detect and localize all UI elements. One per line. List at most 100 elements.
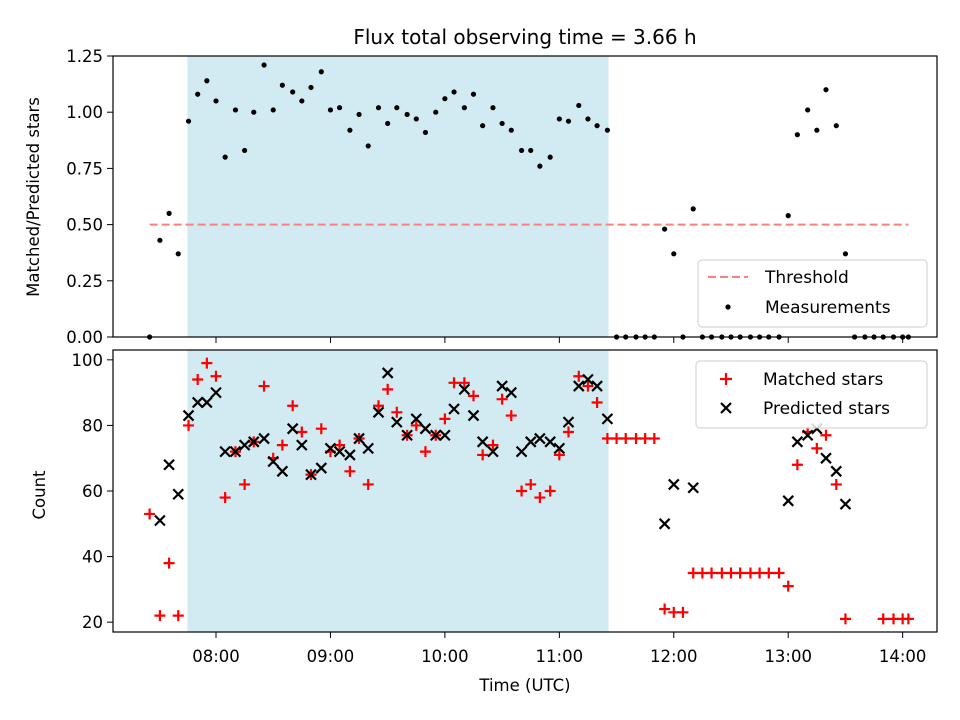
matched-star-point	[505, 410, 517, 422]
matched-star-point	[648, 433, 660, 445]
predicted-star-point	[247, 436, 260, 448]
x-tick-label: 11:00	[536, 647, 584, 666]
measurement-point	[537, 163, 543, 169]
measurement-point	[794, 132, 800, 138]
measurement-point	[404, 111, 410, 118]
matched-star-point	[811, 442, 823, 454]
bottom-y-tick-label: 20	[82, 613, 103, 632]
predicted-star-point	[801, 429, 814, 442]
matched-star-point	[573, 370, 585, 382]
measurement-point	[337, 105, 343, 111]
matched-star-point	[362, 478, 374, 490]
predicted-star-point	[582, 373, 594, 386]
predicted-star-point	[496, 380, 508, 392]
matched-star-point	[830, 478, 842, 490]
predicted-star-point	[191, 396, 204, 409]
matched-star-point	[144, 508, 156, 520]
matched-star-point	[296, 426, 308, 438]
predicted-star-point	[839, 498, 852, 510]
measurement-point	[490, 105, 496, 111]
matched-star-point	[458, 377, 470, 389]
bottom-y-tick-label: 40	[82, 548, 103, 567]
predicted-star-point	[276, 465, 289, 478]
matched-star-point	[734, 567, 746, 579]
measurement-point	[185, 118, 192, 124]
matched-star-point	[382, 383, 394, 395]
predicted-star-point	[219, 445, 231, 458]
top-panel: 0.00 0.25 0.50 0.75 1.00 1.25 Matched/Predict…	[24, 47, 938, 347]
measurement-point	[327, 107, 334, 113]
predicted-star-point	[344, 449, 356, 461]
top-legend: Threshold Measurements	[697, 259, 928, 328]
matched-star-point	[525, 478, 537, 490]
top-y-tick-label: 1.00	[66, 103, 103, 122]
predicted-star-point	[296, 439, 308, 451]
measurement-point	[518, 147, 525, 154]
matched-star-point	[419, 446, 431, 458]
measurement-point	[261, 62, 267, 68]
measurement-point	[222, 154, 228, 160]
predicted-star-point	[668, 478, 680, 491]
measurement-point	[279, 82, 285, 88]
measurement-point	[470, 91, 477, 97]
matched-star-point	[902, 613, 914, 625]
measurement-point	[166, 210, 172, 216]
bottom-panel: 20 40 60 80 100 08:00 09:00 10:00 11:00 12:00 13:…	[30, 349, 938, 695]
measurement-point	[213, 98, 219, 104]
predicted-star-point	[687, 481, 700, 494]
x-tick-label: 09:00	[307, 647, 355, 666]
matched-star-point	[706, 567, 718, 579]
predicted-star-point	[267, 455, 279, 468]
matched-star-point	[219, 492, 231, 504]
matched-star-point	[410, 419, 422, 431]
measurement-point	[547, 154, 553, 160]
matched-star-point	[496, 393, 508, 405]
bottom-y-axis-label: Count	[30, 470, 49, 520]
measurement-point	[814, 127, 820, 133]
matched-star-point	[163, 557, 175, 569]
legend-measurements-swatch	[725, 304, 731, 310]
matched-star-point	[468, 390, 479, 402]
predicted-star-point	[172, 488, 185, 501]
matched-star-point	[439, 413, 451, 425]
measurement-point	[461, 105, 467, 111]
bottom-y-tick-label: 60	[82, 482, 103, 501]
matched-star-point	[334, 439, 346, 451]
top-y-tick-label: 1.25	[66, 47, 103, 66]
matched-star-point	[201, 357, 213, 369]
bottom-y-tick-label: 100	[72, 351, 104, 370]
predicted-star-point	[286, 422, 299, 435]
measurement-point	[842, 251, 849, 257]
measurement-point	[442, 96, 448, 102]
matched-star-point	[534, 492, 546, 504]
predicted-star-point	[448, 403, 460, 415]
predicted-star-point	[820, 452, 832, 464]
top-shaded-interval	[187, 56, 609, 337]
predicted-star-point	[782, 495, 794, 507]
measurement-point	[365, 143, 371, 149]
measurement-point	[347, 127, 353, 133]
predicted-star-point	[419, 422, 432, 435]
predicted-star-point	[353, 432, 365, 445]
predicted-star-point	[372, 406, 385, 419]
matched-star-point	[192, 374, 204, 386]
predicted-star-point	[154, 514, 166, 527]
measurement-point	[576, 102, 582, 109]
predicted-star-point	[391, 416, 403, 428]
predicted-star-point	[505, 386, 518, 399]
matched-star-point	[562, 426, 574, 438]
measurement-point	[480, 123, 486, 129]
measurement-point	[823, 87, 829, 93]
measurement-point	[413, 116, 419, 122]
measurement-point	[499, 120, 505, 127]
matched-star-point	[373, 400, 385, 412]
predicted-star-point	[467, 409, 480, 422]
measurement-point	[604, 127, 611, 133]
legend-matched-swatch	[720, 373, 732, 385]
predicted-star-point	[182, 409, 195, 422]
matched-star-point	[183, 419, 195, 431]
x-tick-label: 14:00	[879, 647, 927, 666]
top-y-tick-label: 0.50	[66, 216, 103, 235]
legend-predicted-swatch	[720, 402, 732, 414]
matched-star-point	[154, 610, 166, 622]
